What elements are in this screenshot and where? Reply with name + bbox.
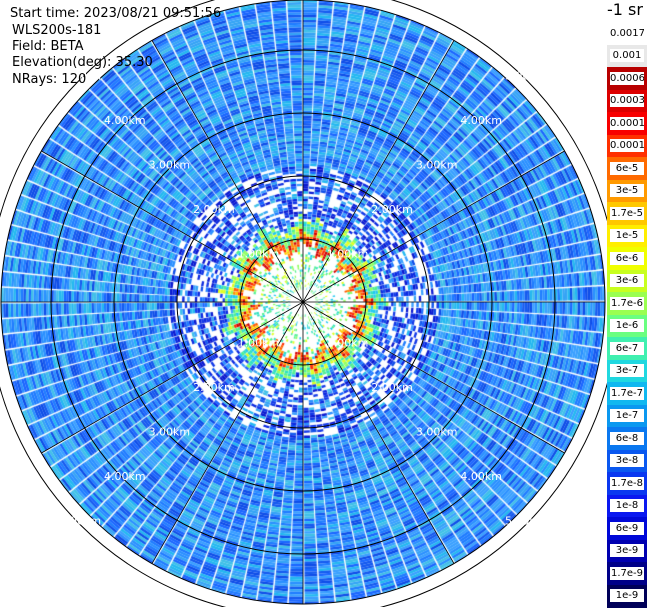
- field-label: Field: BETA: [12, 39, 84, 54]
- range-ring-label: 5.00km: [505, 515, 547, 528]
- colorbar-tick-label: 0.0006: [610, 71, 644, 85]
- colorbar-tick-label: 0.00017: [610, 116, 644, 130]
- colorbar-swatch: 0.0001: [607, 134, 647, 158]
- colorbar-tick-label: 1e-8: [610, 499, 644, 513]
- colorbar-swatch: 0.0017: [607, 22, 647, 45]
- colorbar-tick-label: 1.7e-6: [610, 296, 644, 310]
- colorbar-swatch: 3e-5: [607, 179, 647, 203]
- range-ring-label: 5.00km: [59, 69, 101, 82]
- range-ring: [176, 175, 430, 429]
- colorbar-swatch: 1e-7: [607, 404, 647, 428]
- range-ring-label: 3.00km: [149, 158, 191, 171]
- colorbar-swatch: 1.7e-6: [607, 292, 647, 315]
- range-ring-label: 4.00km: [460, 114, 502, 127]
- range-ring-label: 2.00km: [371, 203, 413, 216]
- colorbar-swatch: 0.0006: [607, 67, 647, 90]
- colorbar-tick-label: 0.0017: [610, 26, 644, 40]
- range-ring-label: 3.00km: [416, 426, 458, 439]
- colorbar-tick-label: 3e-9: [610, 544, 644, 558]
- colorbar-tick-label: 1e-6: [610, 319, 644, 333]
- colorbar-tick-label: 1.7e-9: [610, 566, 644, 580]
- instrument-label: WLS200s-181: [12, 23, 102, 38]
- colorbar-swatch: 6e-7: [607, 337, 647, 360]
- colorbar-swatch: 1e-5: [607, 224, 647, 248]
- colorbar-swatch: 1.7e-7: [607, 382, 647, 405]
- azimuth-spoke: [41, 150, 304, 303]
- range-ring-label: 4.00km: [104, 114, 146, 127]
- range-ring: [50, 49, 556, 555]
- colorbar-tick-label: 1.7e-5: [610, 206, 644, 220]
- colorbar-unit-label: -1 sr: [607, 0, 643, 19]
- colorbar-tick-label: 6e-8: [610, 431, 644, 445]
- colorbar-swatch: 3e-8: [607, 449, 647, 473]
- range-ring-label: 1.00km: [327, 337, 369, 350]
- colorbar-tick-label: 1e-5: [610, 229, 644, 243]
- colorbar-swatch: 1e-8: [607, 494, 647, 518]
- colorbar-swatch: 1.7e-8: [607, 472, 647, 495]
- colorbar-swatch: 1.7e-9: [607, 562, 647, 585]
- colorbar-swatch: 3e-7: [607, 359, 647, 383]
- colorbar-tick-label: 6e-9: [610, 521, 644, 535]
- colorbar-tick-label: 3e-7: [610, 364, 644, 378]
- colorbar-tick-label: 6e-7: [610, 341, 644, 355]
- colorbar-swatch: 1e-9: [607, 584, 647, 608]
- colorbar-tick-label: 6e-5: [610, 161, 644, 175]
- colorbar-swatch: 6e-9: [607, 517, 647, 540]
- colorbar-tick-label: 3e-8: [610, 454, 644, 468]
- colorbar-legend: 0.0017 0.001 0.0006 0.0003 0.00017 0.0001 6e-5…: [607, 22, 647, 608]
- colorbar-tick-label: 0.0001: [610, 139, 644, 153]
- colorbar-tick-label: 1.7e-7: [610, 386, 644, 400]
- range-ring-label: 3.00km: [149, 426, 191, 439]
- colorbar-tick-label: 3e-5: [610, 184, 644, 198]
- range-ring-label: 5.00km: [59, 515, 101, 528]
- colorbar-swatch: 1e-6: [607, 314, 647, 338]
- colorbar-swatch: 3e-6: [607, 269, 647, 293]
- range-ring-label: 3.00km: [416, 158, 458, 171]
- range-ring-label: 5.00km: [505, 69, 547, 82]
- colorbar-tick-label: 0.001: [610, 49, 644, 63]
- start-time-label: Start time: 2023/08/21 09:51:56: [10, 6, 222, 21]
- colorbar-tick-label: 3e-6: [610, 274, 644, 288]
- colorbar-swatch: 3e-9: [607, 539, 647, 563]
- azimuth-spoke: [302, 150, 565, 303]
- range-ring-label: 2.00km: [193, 203, 235, 216]
- range-ring: [239, 238, 367, 366]
- colorbar-swatch: 0.00017: [607, 112, 647, 135]
- colorbar-tick-label: 1e-9: [610, 589, 644, 603]
- range-ring-overlay: 1.00km 1.00km 1.00km 1.00km 2.00km 2.00km 2.00…: [0, 0, 607, 607]
- colorbar-swatch: 6e-6: [607, 247, 647, 270]
- colorbar-swatch: 1.7e-5: [607, 202, 647, 225]
- colorbar-swatch: 0.0003: [607, 89, 647, 113]
- colorbar-tick-label: 1e-7: [610, 409, 644, 423]
- range-ring-label: 4.00km: [104, 470, 146, 483]
- nrays-label: NRays: 120: [12, 72, 87, 87]
- range-ring-label: 1.00km: [327, 247, 369, 260]
- colorbar-tick-label: 1.7e-8: [610, 476, 644, 490]
- colorbar-swatch: 0.001: [607, 44, 647, 68]
- colorbar-tick-label: 6e-6: [610, 251, 644, 265]
- colorbar-swatch: 6e-8: [607, 427, 647, 450]
- range-ring-label: 2.00km: [193, 381, 235, 394]
- range-ring-label: 1.00km: [238, 337, 280, 350]
- range-ring: [113, 112, 493, 492]
- range-ring-label: 2.00km: [371, 381, 413, 394]
- range-ring-label: 1.00km: [238, 247, 280, 260]
- range-ring-label: 4.00km: [460, 470, 502, 483]
- colorbar-tick-label: 0.0003: [610, 94, 644, 108]
- elevation-label: Elevation(deg): 35.30: [12, 55, 153, 70]
- colorbar-swatch: 6e-5: [607, 157, 647, 180]
